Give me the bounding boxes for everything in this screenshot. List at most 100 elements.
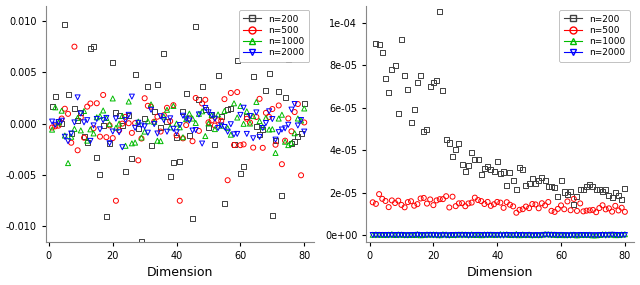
n=2000: [181, 116, 191, 121]
n=200: [245, 36, 255, 41]
n=500: [136, 136, 147, 141]
n=500: [457, 201, 467, 205]
n=500: [117, 121, 127, 126]
n=1000: [172, 121, 182, 126]
n=2000: [120, 118, 131, 122]
n=500: [72, 148, 83, 152]
n=500: [258, 146, 268, 150]
n=500: [547, 209, 557, 213]
n=500: [140, 96, 150, 101]
n=500: [292, 102, 303, 106]
n=2000: [594, 233, 604, 237]
n=200: [607, 196, 617, 200]
n=2000: [232, 132, 243, 136]
n=200: [159, 52, 169, 56]
n=200: [50, 94, 60, 99]
n=500: [289, 110, 300, 114]
n=1000: [597, 232, 607, 237]
n=500: [56, 116, 67, 121]
n=200: [444, 141, 454, 145]
n=1000: [245, 121, 255, 126]
n=200: [143, 84, 153, 88]
n=200: [248, 74, 259, 79]
n=1000: [79, 109, 89, 113]
n=1000: [72, 116, 83, 120]
n=2000: [194, 112, 204, 117]
n=500: [367, 200, 378, 205]
n=200: [374, 42, 384, 46]
n=1000: [117, 114, 127, 118]
n=1000: [563, 233, 573, 237]
n=1000: [393, 232, 403, 237]
n=2000: [547, 233, 557, 237]
n=500: [393, 198, 403, 203]
n=1000: [483, 232, 493, 237]
n=200: [613, 193, 623, 198]
n=2000: [213, 126, 223, 130]
n=1000: [457, 232, 467, 237]
n=200: [387, 67, 397, 72]
n=1000: [226, 133, 236, 137]
n=1000: [194, 111, 204, 116]
n=2000: [133, 121, 143, 125]
n=500: [575, 201, 586, 206]
n=200: [79, 135, 89, 139]
n=200: [457, 162, 467, 166]
n=200: [56, 122, 67, 126]
n=200: [451, 148, 461, 152]
n=1000: [270, 151, 280, 155]
n=1000: [165, 125, 175, 130]
n=500: [270, 142, 280, 147]
n=2000: [56, 119, 67, 123]
n=200: [184, 133, 195, 137]
n=200: [454, 141, 464, 145]
n=500: [591, 210, 601, 215]
n=200: [82, 140, 92, 144]
n=500: [85, 101, 95, 106]
n=500: [188, 139, 198, 143]
n=1000: [56, 108, 67, 113]
n=2000: [236, 113, 246, 117]
n=2000: [162, 129, 172, 134]
n=200: [111, 110, 121, 114]
n=1000: [261, 116, 271, 120]
n=2000: [88, 123, 99, 128]
n=200: [591, 188, 601, 192]
n=500: [223, 178, 233, 182]
n=1000: [582, 233, 592, 237]
n=2000: [136, 123, 147, 128]
n=200: [579, 187, 589, 192]
n=500: [441, 194, 451, 199]
n=2000: [175, 123, 185, 127]
n=200: [133, 127, 143, 131]
n=500: [66, 141, 76, 145]
n=200: [69, 106, 79, 110]
n=200: [559, 190, 570, 194]
n=1000: [534, 233, 544, 237]
n=200: [556, 179, 566, 183]
n=2000: [156, 114, 166, 119]
n=500: [444, 205, 454, 210]
n=200: [403, 88, 413, 92]
n=500: [479, 202, 490, 206]
n=200: [239, 164, 249, 169]
n=200: [582, 184, 592, 189]
n=500: [620, 209, 630, 214]
n=2000: [543, 233, 554, 237]
n=2000: [276, 127, 287, 132]
n=500: [156, 129, 166, 134]
n=500: [261, 111, 271, 115]
n=1000: [120, 144, 131, 148]
n=200: [463, 164, 474, 168]
n=500: [207, 118, 217, 123]
n=500: [239, 142, 249, 147]
n=2000: [553, 233, 563, 237]
n=200: [210, 142, 220, 147]
n=200: [584, 183, 595, 187]
n=200: [610, 190, 620, 194]
n=200: [178, 109, 188, 113]
n=1000: [124, 99, 134, 104]
n=2000: [540, 233, 550, 237]
n=1000: [467, 232, 477, 237]
n=500: [550, 209, 560, 214]
